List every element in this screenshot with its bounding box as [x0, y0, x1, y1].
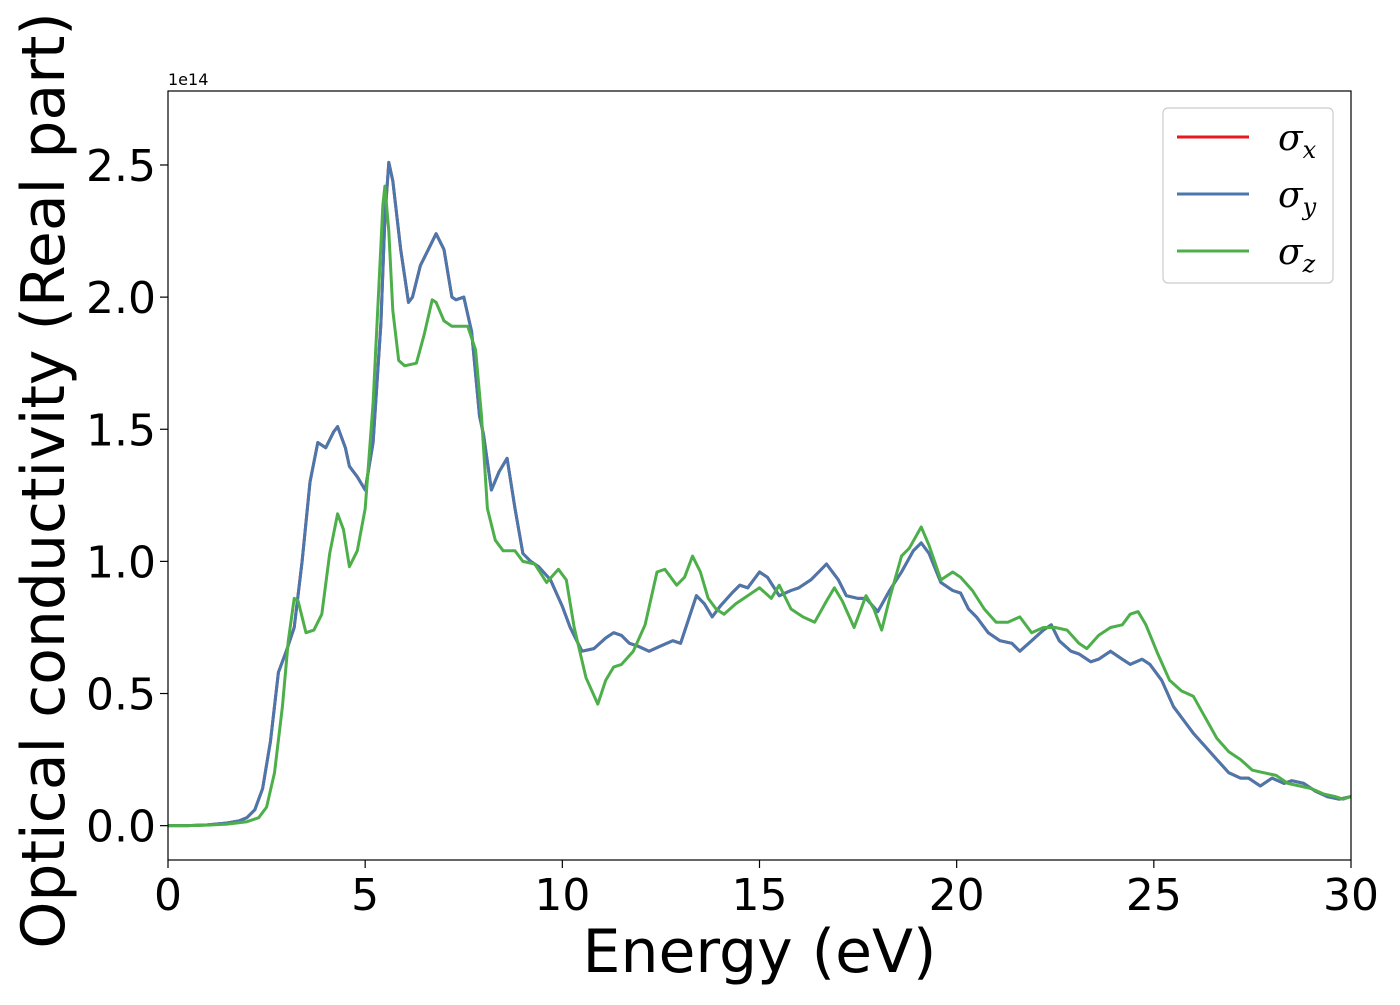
x-axis-title: Energy (eV): [583, 917, 937, 987]
x-tick-label: 15: [732, 870, 788, 921]
y-tick-label: 1.5: [86, 405, 156, 456]
series-line-z: [168, 184, 1351, 828]
y-axis-title: Optical conductivity (Real part): [9, 12, 79, 949]
y-offset-text: 1e14: [168, 70, 208, 89]
y-tick-label: 2.5: [86, 141, 156, 192]
y-tick-label: 0.0: [86, 802, 156, 853]
y-tick-label: 1.0: [86, 537, 156, 588]
legend-label-x: σx: [1278, 118, 1317, 164]
y-axis: 0.0 0.5 1.0 1.5 2.0 2.5: [86, 141, 168, 853]
legend-label-z: σz: [1278, 232, 1316, 278]
y-tick-label: 2.0: [86, 273, 156, 324]
series-layer: [168, 160, 1351, 828]
x-tick-label: 10: [534, 870, 590, 921]
legend-label-y: σy: [1278, 175, 1317, 221]
x-tick-label: 20: [929, 870, 985, 921]
legend: σx σy σz: [1162, 107, 1334, 284]
x-tick-label: 0: [154, 870, 182, 921]
x-tick-label: 30: [1323, 870, 1379, 921]
y-tick-label: 0.5: [86, 670, 156, 721]
x-tick-label: 25: [1126, 870, 1182, 921]
x-tick-label: 5: [351, 870, 379, 921]
x-axis: 0 5 10 15 20 25 30: [154, 860, 1379, 921]
